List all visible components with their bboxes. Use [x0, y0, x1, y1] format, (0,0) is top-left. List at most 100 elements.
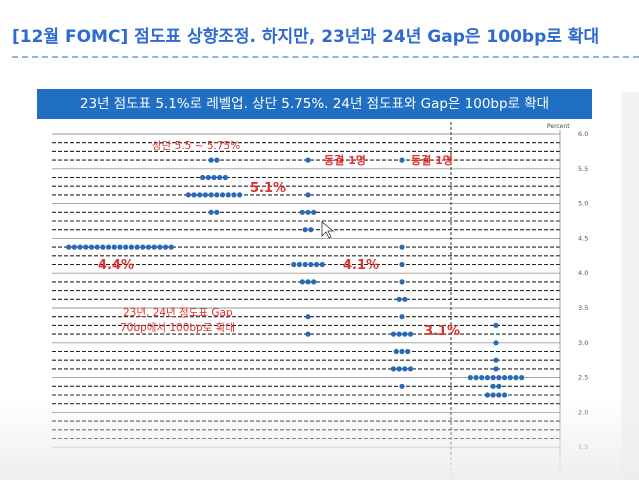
participant-dot [191, 192, 197, 198]
participant-dot [402, 331, 408, 337]
participant-dot [319, 261, 325, 268]
participant-dot [163, 244, 169, 250]
hold-2024-label: 동결 1명 [324, 153, 366, 167]
participant-dot [296, 261, 303, 268]
participant-dot [202, 192, 209, 198]
participant-dot [519, 375, 525, 381]
participant-dot [117, 244, 123, 250]
participant-dot [128, 244, 134, 250]
participant-dot [493, 366, 499, 372]
participant-dot [484, 392, 491, 398]
participant-dot [399, 244, 405, 250]
median-2022-label: 4.4% [98, 258, 134, 273]
summary-banner: 23년 점도표 5.1%로 레벨업. 상단 5.75%. 24년 점도표와 Ga… [37, 89, 592, 119]
slide-title: [12월 FOMC] 점도표 상향조정. 하지만, 23년과 24년 Gap은 … [12, 27, 600, 47]
participant-dot [111, 244, 117, 250]
participant-dot [88, 244, 95, 250]
y-tick-label: 5.5 [578, 165, 588, 173]
chart-grid [52, 122, 561, 480]
participant-dot [399, 261, 405, 268]
participant-dot [396, 296, 402, 302]
participant-dot [302, 261, 308, 268]
participant-dot [83, 244, 89, 250]
participant-dot [493, 340, 499, 346]
participant-dot [299, 209, 305, 215]
participant-dot [305, 192, 311, 198]
participant-dot [123, 244, 129, 250]
annotation-layer: 상단 5.5 ~ 5.75% 5.1% 4.4% 4.1% 3.1% 동결 1명… [98, 140, 460, 339]
participant-dot [308, 261, 314, 268]
participant-dot [214, 192, 220, 198]
participant-dot [299, 279, 305, 285]
participant-dot [185, 192, 191, 198]
participant-dot [145, 244, 152, 250]
mouse-cursor-icon [321, 221, 335, 239]
participant-dot [490, 375, 496, 381]
median-2024-label: 4.1% [343, 258, 379, 273]
participant-dot [305, 279, 311, 285]
median-2025-label: 3.1% [424, 324, 460, 339]
participant-dot [77, 244, 83, 250]
participant-dot [71, 244, 77, 250]
y-axis: Percent 6.0 5.5 5.0 4.5 4.0 3.5 3.0 2.5 2.0 1.5 [547, 123, 588, 451]
y-tick-label: 4.0 [578, 269, 588, 277]
participant-dot [490, 383, 496, 389]
participant-dot [396, 331, 402, 337]
participant-dot [208, 157, 214, 163]
dot-layer [66, 157, 525, 398]
participant-dot [399, 383, 405, 389]
participant-dot [390, 366, 397, 372]
participant-dot [496, 375, 502, 381]
participant-dot [222, 174, 228, 181]
participant-dot [399, 348, 405, 355]
participant-dot [168, 244, 174, 250]
participant-dot [501, 392, 508, 398]
participant-dot [496, 392, 502, 398]
y-tick-label: 2.5 [578, 374, 588, 382]
participant-dot [484, 375, 491, 381]
y-tick-label: 1.5 [578, 443, 588, 451]
participant-dot [396, 366, 402, 372]
participant-dot [467, 375, 473, 381]
participant-dot [302, 227, 308, 233]
participant-dot [157, 244, 163, 250]
participant-dot [473, 375, 479, 381]
participant-dot [214, 157, 220, 163]
y-tick-label: 2.0 [578, 408, 588, 416]
participant-dot [214, 209, 220, 215]
gap-note-line-1: 23년, 24년 점도표 Gap [123, 307, 233, 319]
participant-dot [211, 174, 217, 181]
participant-dot [399, 314, 405, 320]
participant-dot [100, 244, 106, 250]
participant-dot [405, 348, 411, 355]
participant-dot [305, 331, 311, 337]
participant-dot [205, 174, 211, 181]
participant-dot [399, 279, 405, 285]
participant-dot [390, 331, 397, 337]
participant-dot [308, 227, 314, 233]
participant-dot [496, 383, 502, 389]
participant-dot [490, 392, 496, 398]
participant-dot [501, 375, 508, 381]
participant-dot [217, 174, 223, 181]
hold-2025-label: 동결 1명 [411, 153, 453, 167]
y-tick-label: 4.5 [578, 234, 588, 242]
participant-dot [513, 375, 519, 381]
participant-dot [311, 279, 317, 285]
upper-range-annotation: 상단 5.5 ~ 5.75% [152, 140, 240, 152]
y-tick-label: 6.0 [578, 130, 588, 138]
participant-dot [134, 244, 140, 250]
participant-dot [507, 375, 513, 381]
participant-dot [291, 261, 297, 268]
participant-dot [231, 192, 237, 198]
participant-dot [237, 192, 243, 198]
y-tick-label: 3.5 [578, 304, 588, 312]
title-divider [12, 56, 639, 58]
participant-dot [140, 244, 146, 250]
participant-dot [493, 357, 499, 363]
participant-dot [219, 192, 226, 198]
participant-dot [106, 244, 112, 250]
participant-dot [225, 192, 231, 198]
participant-dot [200, 174, 206, 181]
y-tick-label: 5.0 [578, 200, 588, 208]
